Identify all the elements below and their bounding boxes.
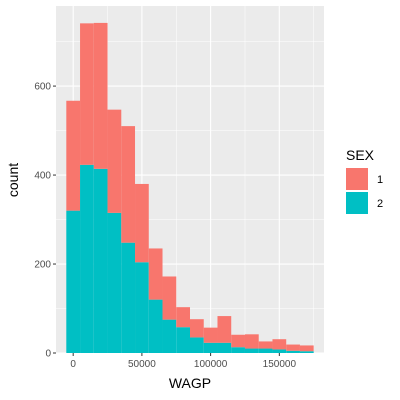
bar-sex-2: [231, 347, 245, 353]
bar-sex-1: [135, 183, 149, 263]
x-tick-label: 150000: [263, 359, 297, 370]
x-axis-ticks: 0 50000 100000 150000: [70, 353, 296, 370]
bar-sex-1: [121, 126, 136, 243]
bar-sex-1: [231, 334, 245, 348]
bar-sex-1: [244, 334, 259, 349]
bar-sex-2: [107, 212, 122, 353]
legend: SEX 1 2: [346, 147, 383, 214]
bar-sex-2: [162, 319, 177, 353]
bar-sex-1: [66, 100, 81, 211]
y-axis-title: count: [5, 163, 21, 197]
bar-sex-1: [93, 22, 108, 169]
bar-sex-1: [80, 23, 94, 165]
legend-key-1: [346, 168, 368, 190]
x-axis-title: WAGP: [169, 375, 211, 391]
bar-sex-2: [244, 348, 259, 353]
legend-label-2: 2: [377, 198, 383, 210]
x-tick-label: 0: [70, 359, 76, 370]
bar-sex-1: [190, 319, 204, 338]
bar-sex-2: [286, 350, 300, 353]
bar-sex-1: [148, 248, 163, 300]
bar-sex-2: [148, 299, 163, 353]
bar-sex-2: [299, 351, 314, 353]
x-tick-label: 50000: [128, 359, 156, 370]
bar-sex-1: [272, 339, 287, 350]
bar-sex-2: [258, 348, 273, 353]
legend-title: SEX: [346, 147, 375, 163]
y-tick-label: 0: [45, 349, 51, 360]
bar-sex-1: [203, 327, 218, 343]
bar-sex-2: [121, 242, 136, 353]
bar-sex-2: [80, 164, 94, 353]
bar-sex-1: [176, 307, 190, 328]
y-tick-label: 600: [34, 82, 51, 93]
y-axis-ticks: 0 200 400 600: [34, 82, 56, 360]
legend-label-1: 1: [377, 174, 383, 186]
bar-sex-1: [107, 109, 122, 213]
histogram-bars: [66, 22, 314, 353]
bar-sex-1: [162, 276, 177, 320]
bar-sex-2: [203, 342, 218, 353]
bar-sex-2: [93, 168, 108, 353]
x-tick-label: 100000: [194, 359, 228, 370]
bar-sex-2: [176, 327, 190, 353]
bar-sex-1: [299, 345, 314, 352]
bar-sex-2: [272, 349, 287, 353]
bar-sex-1: [258, 341, 273, 349]
bar-sex-2: [135, 262, 149, 353]
legend-key-2: [346, 192, 368, 214]
bar-sex-2: [217, 342, 232, 353]
bar-sex-1: [217, 316, 232, 343]
y-tick-label: 200: [34, 260, 51, 271]
y-tick-label: 400: [34, 171, 51, 182]
bar-sex-2: [190, 337, 204, 353]
bar-sex-2: [66, 210, 81, 353]
bar-sex-1: [286, 344, 300, 351]
